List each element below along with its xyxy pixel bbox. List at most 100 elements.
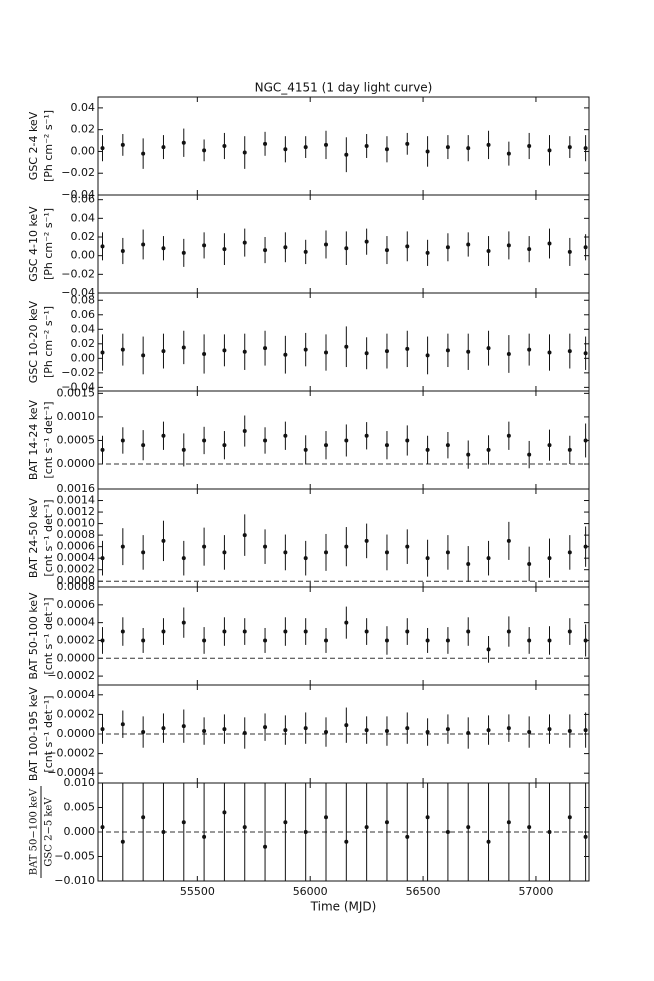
point <box>222 727 227 732</box>
point <box>202 243 207 248</box>
point <box>263 638 268 643</box>
point <box>547 443 552 448</box>
y-tick-label: −0.010 <box>54 874 95 887</box>
point <box>283 352 288 357</box>
point <box>324 443 329 448</box>
y-tick-label: 0.0016 <box>57 482 96 495</box>
point <box>303 726 308 731</box>
y-tick-label: −0.04 <box>61 188 95 201</box>
point <box>527 347 532 352</box>
y-tick-label: 0.04 <box>71 211 96 224</box>
y-axis-label: GSC 2-4 keV <box>27 111 40 180</box>
point <box>567 145 572 150</box>
point <box>161 830 166 834</box>
point <box>384 550 389 555</box>
point <box>141 353 146 358</box>
point <box>364 728 369 733</box>
point <box>222 144 227 148</box>
point <box>202 729 207 734</box>
point <box>506 243 511 248</box>
y-axis-label: [Ph cm⁻² s⁻¹] <box>42 306 55 378</box>
point <box>324 350 329 355</box>
point <box>283 820 288 825</box>
point <box>263 248 268 253</box>
y-axis-label: [Ph cm⁻² s⁻¹] <box>42 110 55 182</box>
point <box>527 730 532 735</box>
y-tick-label: 0.0002 <box>57 563 96 576</box>
point <box>161 538 166 543</box>
point <box>486 142 491 147</box>
point <box>324 815 329 820</box>
axes-frame <box>97 292 590 392</box>
y-tick-label: 0.02 <box>71 123 96 136</box>
point <box>100 556 105 561</box>
point <box>486 346 491 351</box>
point <box>583 351 588 356</box>
y-tick-label: 0.04 <box>71 322 96 335</box>
point <box>425 250 430 255</box>
y-tick-label: 0.06 <box>71 308 96 321</box>
point <box>100 727 105 732</box>
point <box>405 726 410 731</box>
point <box>344 620 349 625</box>
point <box>283 245 288 250</box>
point <box>547 727 552 732</box>
y-axis-label: [Ph cm⁻² s⁻¹] <box>42 208 55 280</box>
y-tick-label: 0.0002 <box>57 707 96 720</box>
point <box>324 142 329 147</box>
point <box>181 724 186 729</box>
point <box>141 638 146 643</box>
point <box>222 550 227 555</box>
point <box>425 447 430 452</box>
y-tick-label: 0.06 <box>71 193 96 206</box>
point <box>344 438 349 443</box>
point <box>222 247 227 252</box>
point <box>242 429 247 434</box>
y-tick-label: 0.0000 <box>57 457 96 470</box>
point <box>242 825 247 830</box>
point <box>202 438 207 443</box>
y-tick-label: 0.0002 <box>57 633 96 646</box>
point <box>486 728 491 733</box>
point <box>120 544 125 549</box>
point <box>445 348 450 353</box>
y-axis-label: [cnt s⁻¹ det⁻¹] <box>42 499 55 576</box>
point <box>445 830 450 834</box>
point <box>405 244 410 249</box>
point <box>405 346 410 351</box>
y-tick-label: 0.0005 <box>57 433 96 446</box>
point <box>100 447 105 452</box>
point <box>324 638 329 643</box>
point <box>466 731 471 736</box>
y-tick-label: 0.0015 <box>57 386 96 399</box>
axes-frame <box>97 488 590 588</box>
y-tick-label: −0.02 <box>61 366 95 379</box>
point <box>303 347 308 352</box>
point <box>344 344 349 349</box>
point <box>283 433 288 438</box>
point <box>506 433 511 438</box>
point <box>445 550 450 555</box>
point <box>100 244 105 249</box>
y-axis-label: BAT 14-24 keV <box>27 399 40 480</box>
point <box>425 815 430 820</box>
y-tick-label: −0.0002 <box>47 669 95 682</box>
point <box>283 550 288 555</box>
point <box>344 839 349 844</box>
point <box>202 148 207 153</box>
point <box>425 556 430 561</box>
point <box>466 146 471 151</box>
point <box>364 538 369 543</box>
point <box>445 145 450 150</box>
point <box>324 550 329 555</box>
point <box>344 544 349 549</box>
point <box>283 728 288 733</box>
point <box>527 144 532 148</box>
point <box>527 825 532 830</box>
y-tick-label: 0.0008 <box>57 528 96 541</box>
point <box>242 533 247 538</box>
x-tick-label: 57000 <box>518 885 553 898</box>
point <box>486 839 491 844</box>
point <box>181 345 186 350</box>
y-tick-label: 0.0000 <box>57 727 96 740</box>
